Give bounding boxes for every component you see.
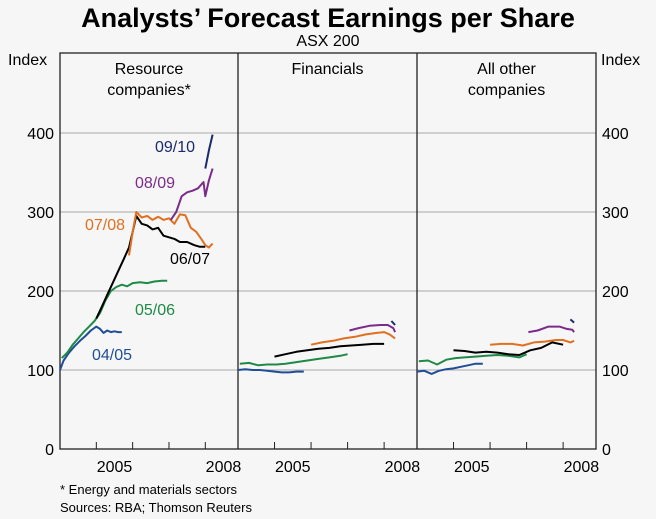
series-label-04-05: 04/05 (92, 347, 132, 364)
panel-title-line: companies* (107, 82, 191, 99)
series-line-05-06 (239, 353, 348, 367)
x-tick-label: 2008 (564, 459, 600, 476)
panel-title-line: Resource (114, 61, 184, 78)
y-tick-label-left: 300 (27, 205, 54, 222)
footnote: * Energy and materials sectors (60, 482, 238, 497)
x-tick-label: 2008 (206, 459, 242, 476)
series-line-04-05 (416, 362, 483, 375)
y-tick-label-right: 0 (602, 442, 611, 459)
series-label-09-10: 09/10 (155, 139, 195, 156)
series-line-08-09 (169, 168, 214, 221)
y-tick-label-left: 100 (27, 363, 54, 380)
series-label-06-07: 06/07 (170, 251, 210, 268)
panel-title-line: companies (467, 82, 546, 99)
series-label-07-08: 07/08 (85, 217, 125, 234)
right-axis-unit: Index (601, 52, 641, 69)
series-line-05-06 (61, 279, 168, 359)
y-tick-label-right: 300 (602, 205, 629, 222)
series-line-06-07 (95, 214, 206, 320)
series-line-06-07 (274, 342, 385, 358)
panel-title-financials: Financials (238, 59, 417, 80)
y-tick-label-left: 400 (27, 126, 54, 143)
y-tick-label-right: 100 (602, 363, 629, 380)
series-line-09-10 (569, 318, 575, 324)
series-line-06-07 (453, 341, 564, 356)
chart-subtitle: ASX 200 (296, 33, 360, 50)
panel-title-other: All other companies (417, 59, 596, 101)
series-label-08-09: 08/09 (135, 175, 175, 192)
source-note: Sources: RBA; Thomson Reuters (60, 500, 252, 515)
x-tick-label: 2005 (454, 459, 490, 476)
y-tick-label-right: 200 (602, 284, 629, 301)
y-tick-label-right: 400 (602, 126, 629, 143)
y-tick-label-left: 0 (45, 442, 54, 459)
series-line-07-08 (310, 331, 396, 346)
x-tick-label: 2008 (385, 459, 421, 476)
series-line-04-05 (59, 325, 122, 371)
series-line-08-09 (528, 325, 575, 334)
y-tick-label-left: 200 (27, 284, 54, 301)
left-axis-unit: Index (8, 52, 48, 69)
plot-frame (59, 52, 597, 450)
series-line-08-09 (349, 324, 397, 333)
series-line-07-08 (128, 211, 214, 256)
panel-title-line: Financials (291, 61, 364, 78)
chart-title: Analysts’ Forecast Earnings per Share (81, 3, 575, 33)
panel-title-line: All other (477, 61, 536, 78)
x-tick-label: 2005 (97, 459, 133, 476)
series-line-09-10 (204, 134, 214, 169)
panel-title-resources: Resource companies* (60, 59, 238, 101)
series-line-07-08 (490, 339, 575, 347)
series-line-05-06 (418, 353, 528, 366)
series-line-04-05 (237, 368, 304, 374)
x-tick-label: 2005 (275, 459, 311, 476)
series-line-09-10 (390, 320, 396, 326)
series-label-05-06: 05/06 (135, 302, 175, 319)
